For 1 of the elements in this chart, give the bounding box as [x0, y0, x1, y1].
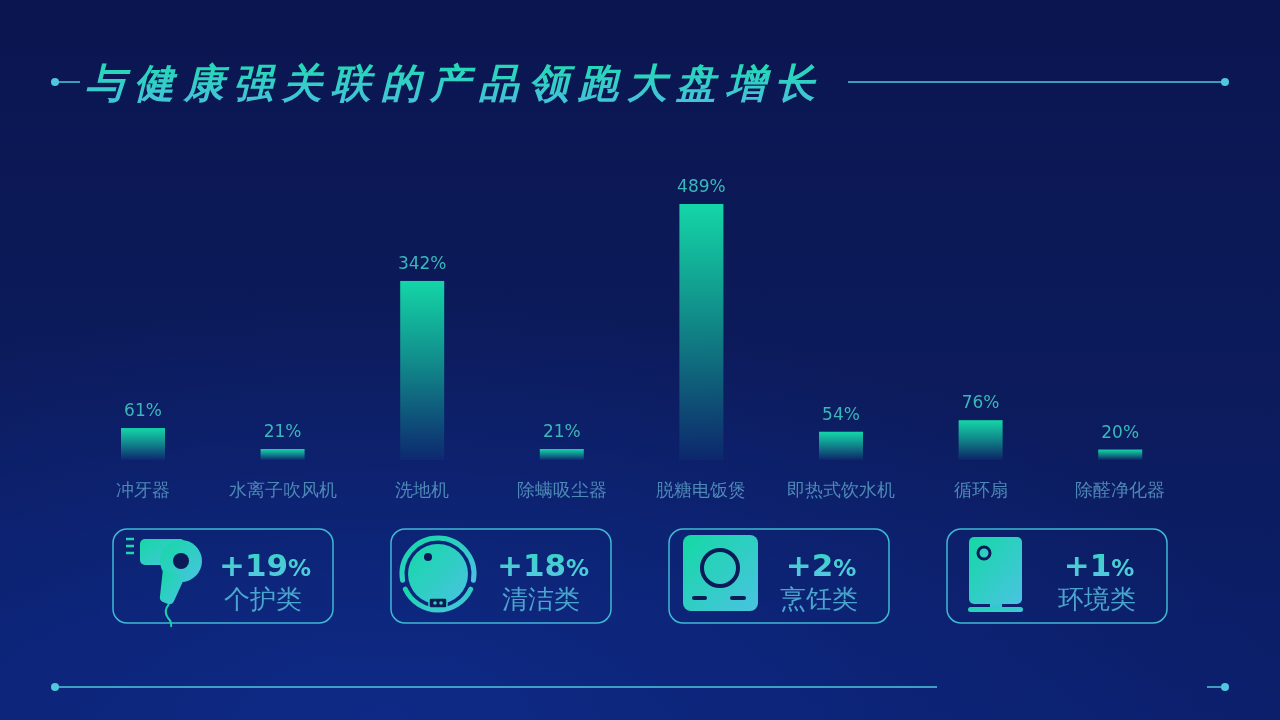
- title: 与健康强关联的产品领跑大盘增长: [85, 60, 815, 106]
